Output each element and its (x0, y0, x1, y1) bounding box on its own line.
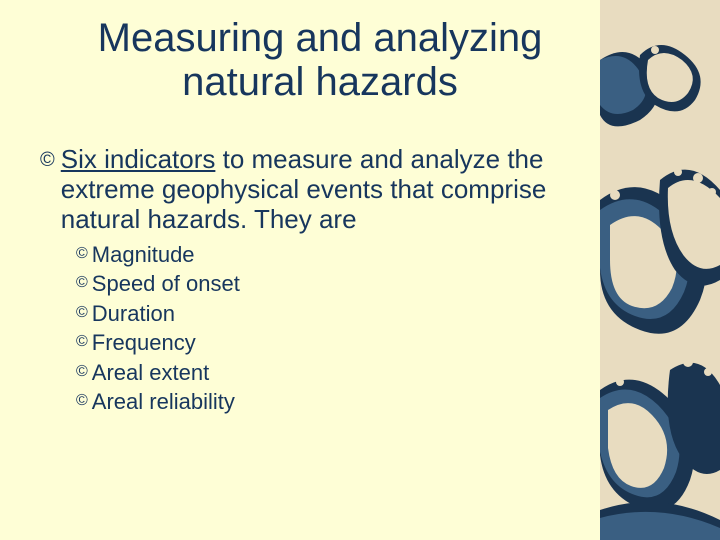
wave-icon (600, 0, 720, 540)
bullet-glyph-icon: © (76, 241, 88, 267)
bullet-glyph-icon: © (76, 329, 88, 355)
slide: Measuring and analyzing natural hazards … (0, 0, 720, 540)
bullet-level2-item: © Duration (76, 300, 600, 328)
bullet-glyph-icon: © (76, 270, 88, 296)
bullet-level2-text: Areal extent (92, 359, 209, 387)
bullet-level2-text: Magnitude (92, 241, 195, 269)
bullet-level2-item: © Frequency (76, 329, 600, 357)
bullet-level1: © Six indicators to measure and analyze … (40, 145, 600, 235)
bullet-glyph-icon: © (40, 145, 55, 175)
slide-body: © Six indicators to measure and analyze … (40, 145, 600, 418)
bullet-level1-text: Six indicators to measure and analyze th… (61, 145, 600, 235)
bullet-level2-text: Speed of onset (92, 270, 240, 298)
bullet-glyph-icon: © (76, 359, 88, 385)
bullet-level2-text: Duration (92, 300, 175, 328)
underlined-phrase: Six indicators (61, 144, 216, 174)
bullet-level2-item: © Areal reliability (76, 388, 600, 416)
bullet-glyph-icon: © (76, 388, 88, 414)
bullet-level2-item: © Magnitude (76, 241, 600, 269)
bullet-level2-text: Frequency (92, 329, 196, 357)
bullet-level2-item: © Speed of onset (76, 270, 600, 298)
bullet-level2-item: © Areal extent (76, 359, 600, 387)
bullet-level2-list: © Magnitude © Speed of onset © Duration … (76, 241, 600, 416)
bullet-glyph-icon: © (76, 300, 88, 326)
wave-art-strip (600, 0, 720, 540)
bullet-level2-text: Areal reliability (92, 388, 235, 416)
slide-title: Measuring and analyzing natural hazards (60, 16, 580, 104)
